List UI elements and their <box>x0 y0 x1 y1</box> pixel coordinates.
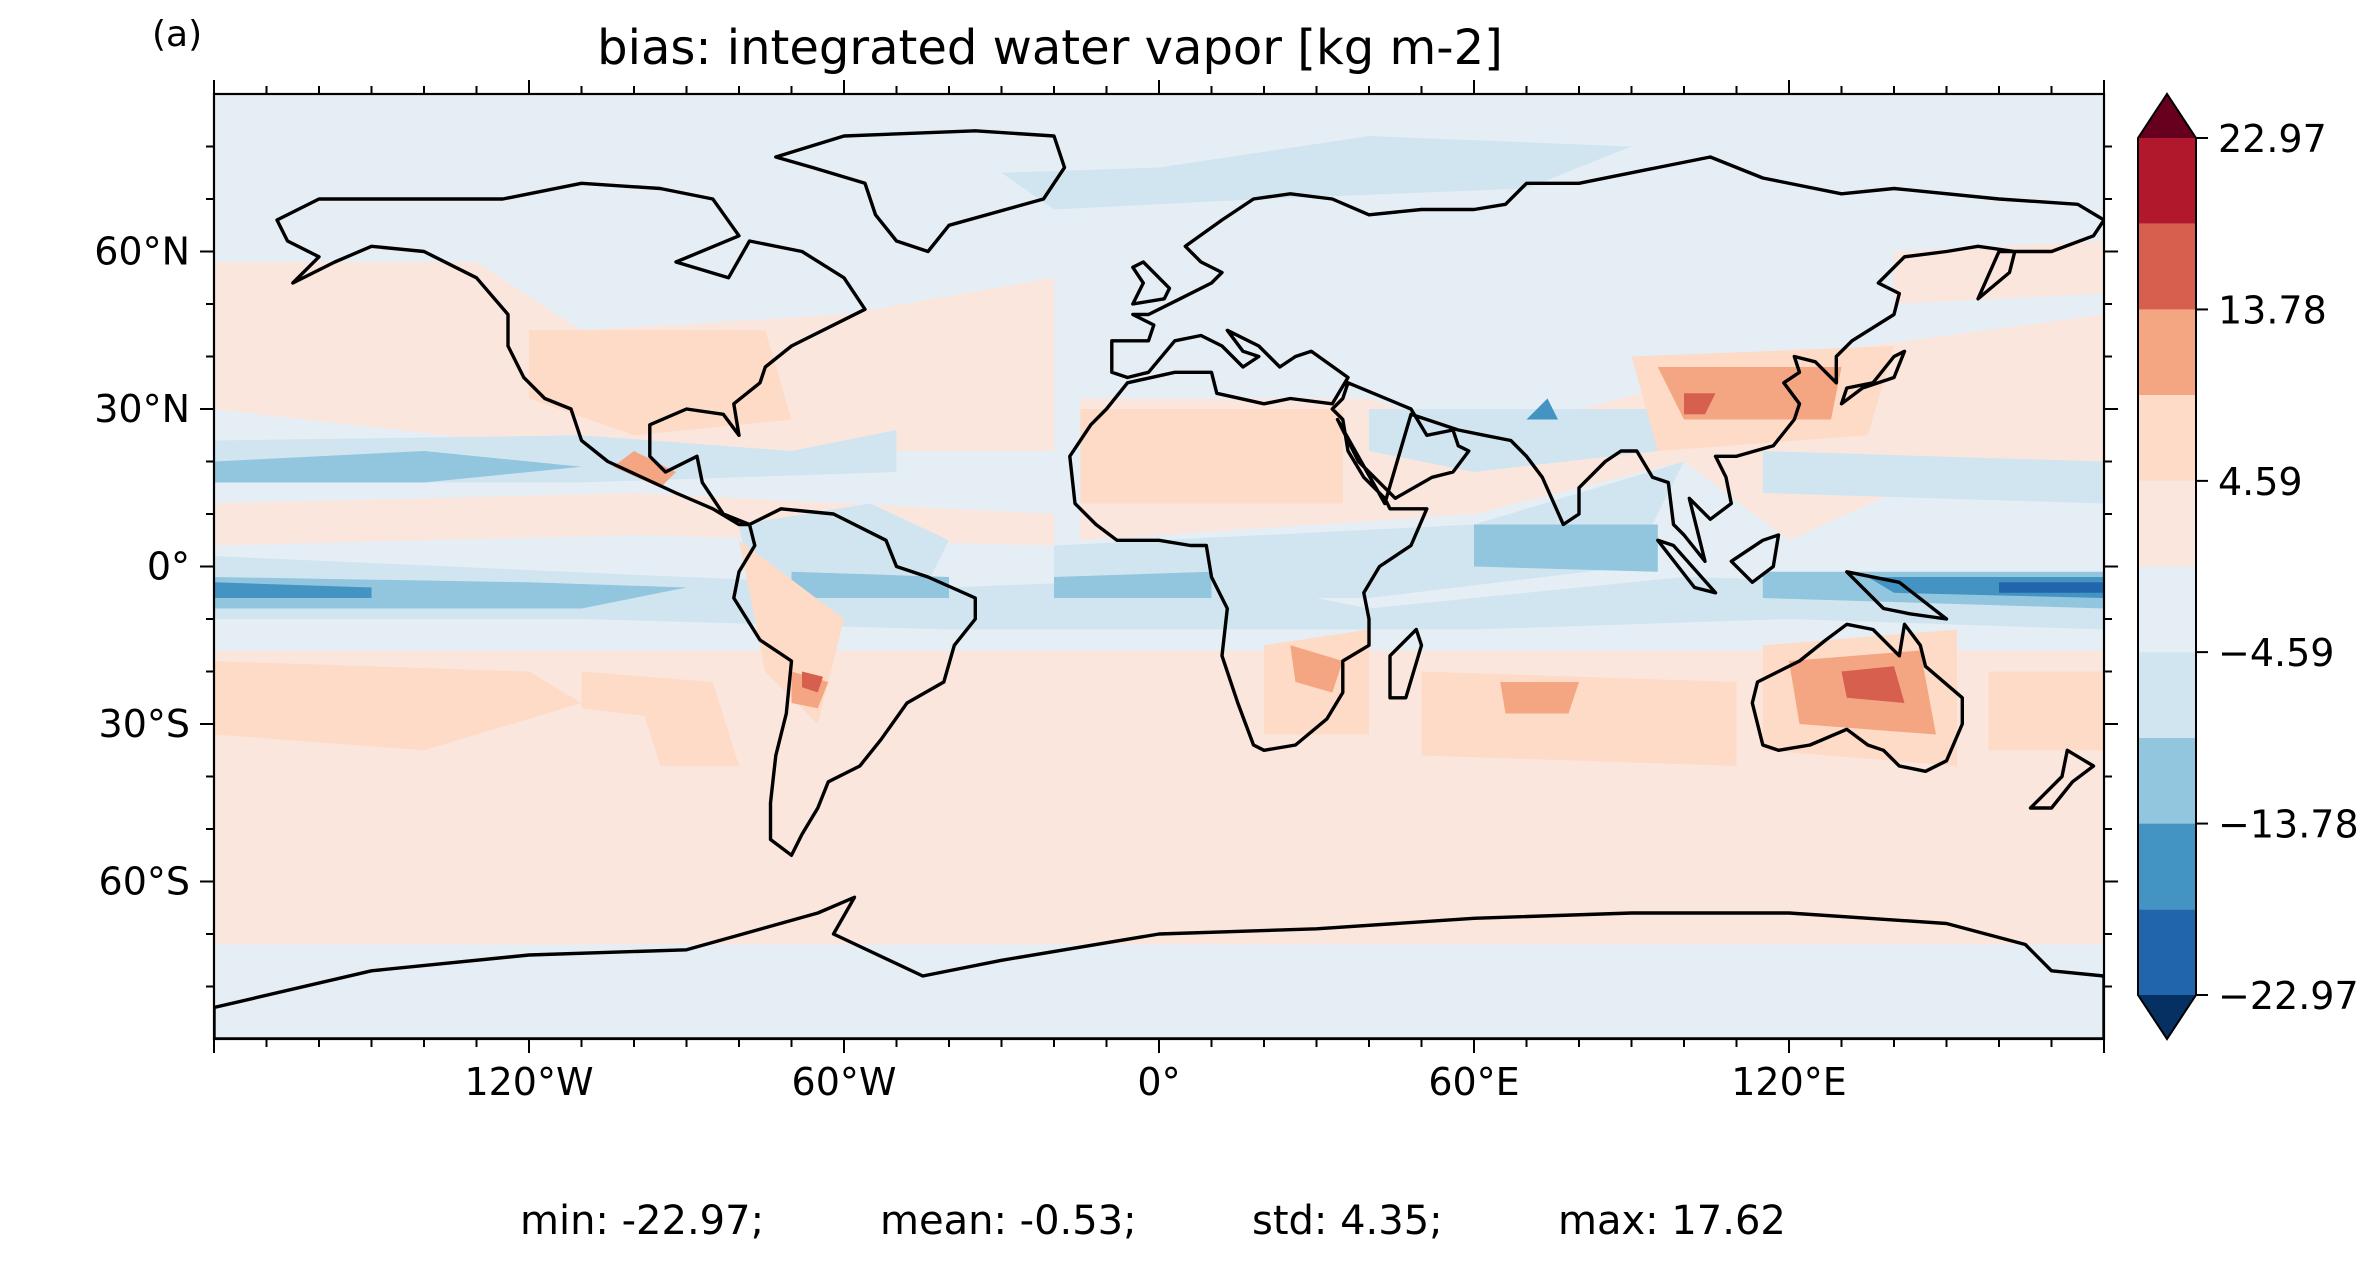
x-tick-label: 60°E <box>1428 1060 1519 1104</box>
stat-max: max: 17.62 <box>1558 1198 1786 1244</box>
x-tick-label: 60°W <box>792 1060 897 1104</box>
y-tick-label: 0° <box>147 545 190 589</box>
bias-region <box>1762 451 2104 504</box>
map-axes: 120°W 60°W 0° 60°E 120°E 60°N 30°N 0° 30°S 60°S <box>94 80 2118 1104</box>
colorbar-segment <box>2138 737 2196 824</box>
y-tick-label: 30°N <box>94 387 190 431</box>
stat-min: min: -22.97; <box>520 1198 765 1244</box>
bias-region <box>581 671 713 724</box>
colorbar-segment <box>2138 566 2196 653</box>
bias-region <box>1001 136 1632 210</box>
colorbar: 22.97 13.78 4.59 −4.59 −13.78 −22.97 <box>2137 92 2359 1041</box>
coastline-borneo <box>1729 533 1781 584</box>
bias-region <box>1500 682 1579 714</box>
bias-region <box>214 661 582 751</box>
bias-region <box>802 671 823 693</box>
colorbar-segment <box>2138 223 2196 310</box>
coastline-uk <box>1131 260 1172 306</box>
coastline-australia <box>1750 622 1964 773</box>
colorbar-tick-label: −13.78 <box>2218 803 2359 847</box>
bias-region <box>1290 645 1343 693</box>
bias-region <box>1474 524 1658 572</box>
bias-field <box>214 136 2104 945</box>
map-title: bias: integrated water vapor [kg m-2] <box>597 20 1503 76</box>
colorbar-tick-label: 4.59 <box>2218 460 2303 504</box>
coastline-japan <box>1839 349 1907 406</box>
coastline-madagascar <box>1388 627 1424 700</box>
coastline-sumatra <box>1656 538 1718 595</box>
colorbar-tick-label: 13.78 <box>2218 288 2327 332</box>
y-tick-label: 60°S <box>99 860 190 904</box>
map-area <box>214 94 2104 1039</box>
colorbar-segment <box>2138 309 2196 396</box>
colorbar-segment <box>2138 480 2196 567</box>
bias-region <box>1526 398 1558 420</box>
x-tick-label: 120°E <box>1731 1060 1847 1104</box>
colorbar-segment <box>2138 823 2196 910</box>
bias-region <box>1684 393 1716 415</box>
stat-std: std: 4.35; <box>1252 1198 1443 1244</box>
bias-region <box>1841 666 1905 703</box>
y-tick-label: 60°N <box>94 230 190 274</box>
stat-mean: mean: -0.53; <box>880 1198 1137 1244</box>
coastline-africa-eurasia <box>1068 155 2104 752</box>
colorbar-tick-label: −22.97 <box>2218 974 2359 1018</box>
panel-label: (a) <box>152 14 203 55</box>
coastline-south-america <box>732 507 977 857</box>
bias-region <box>613 451 676 488</box>
bias-region <box>214 582 372 598</box>
x-tick-label: 120°W <box>464 1060 593 1104</box>
colorbar-segment <box>2138 909 2196 995</box>
bias-region <box>214 577 687 609</box>
bias-region <box>1894 241 2104 304</box>
coastline-greenland <box>774 129 1067 254</box>
colorbar-segment <box>2138 652 2196 738</box>
coastline-antarctica <box>214 895 2104 1039</box>
colorbar-segment <box>2138 138 2196 224</box>
colorbar-extend-max <box>2138 94 2196 138</box>
y-tick-label: 30°S <box>99 702 190 746</box>
coastlines <box>214 129 2104 1039</box>
bias-region <box>1999 582 2104 593</box>
colorbar-tick-label: −4.59 <box>2218 631 2334 675</box>
colorbar-tick-label: 22.97 <box>2218 117 2327 161</box>
bias-region <box>1054 571 1212 598</box>
bias-region <box>1421 671 1737 766</box>
bias-region <box>214 776 2104 945</box>
bias-region <box>1988 671 2104 751</box>
colorbar-segment <box>2138 395 2196 481</box>
colorbar-extend-min <box>2138 995 2196 1039</box>
coastline-new-zealand <box>2028 748 2096 810</box>
bias-region <box>529 330 792 436</box>
bias-region <box>214 451 582 483</box>
bias-region <box>791 571 949 598</box>
coastline-new-guinea <box>1845 570 1949 621</box>
bias-region <box>1080 409 1343 504</box>
coastline-north-america <box>275 181 867 527</box>
x-tick-label: 0° <box>1137 1060 1180 1104</box>
